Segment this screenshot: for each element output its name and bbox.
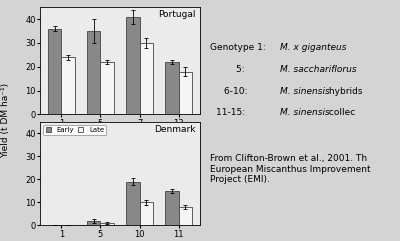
- Legend: Early, Late: Early, Late: [44, 125, 106, 135]
- Text: M. sinensis: M. sinensis: [280, 108, 330, 117]
- Bar: [178, 72, 192, 114]
- Bar: [100, 223, 114, 225]
- Bar: [165, 191, 178, 225]
- Bar: [165, 62, 178, 114]
- Text: Portugal: Portugal: [158, 10, 195, 20]
- Bar: [87, 221, 100, 225]
- Bar: [140, 202, 153, 225]
- Text: M. x giganteus: M. x giganteus: [280, 43, 346, 52]
- Bar: [62, 57, 75, 114]
- Text: M. sinensis: M. sinensis: [280, 87, 330, 96]
- Bar: [140, 43, 153, 114]
- Bar: [87, 31, 100, 114]
- Text: Denmark: Denmark: [154, 125, 195, 134]
- Text: Genotype 1:: Genotype 1:: [210, 43, 269, 52]
- Bar: [126, 17, 140, 114]
- Bar: [100, 62, 114, 114]
- Text: 6-10:: 6-10:: [224, 87, 250, 96]
- Text: M. sacchariflorus: M. sacchariflorus: [280, 65, 357, 74]
- Text: 11-15:: 11-15:: [216, 108, 248, 117]
- Text: Yield (t DM ha⁻¹): Yield (t DM ha⁻¹): [2, 83, 10, 158]
- Bar: [178, 207, 192, 225]
- Bar: [126, 181, 140, 225]
- Text: From Clifton-Brown et al., 2001. Th
European Miscanthus Improvement
Project (EMI: From Clifton-Brown et al., 2001. Th Euro…: [210, 154, 371, 184]
- Text: hybrids: hybrids: [326, 87, 362, 96]
- Text: collec: collec: [326, 108, 355, 117]
- Text: 5:: 5:: [236, 65, 248, 74]
- Bar: [48, 29, 62, 114]
